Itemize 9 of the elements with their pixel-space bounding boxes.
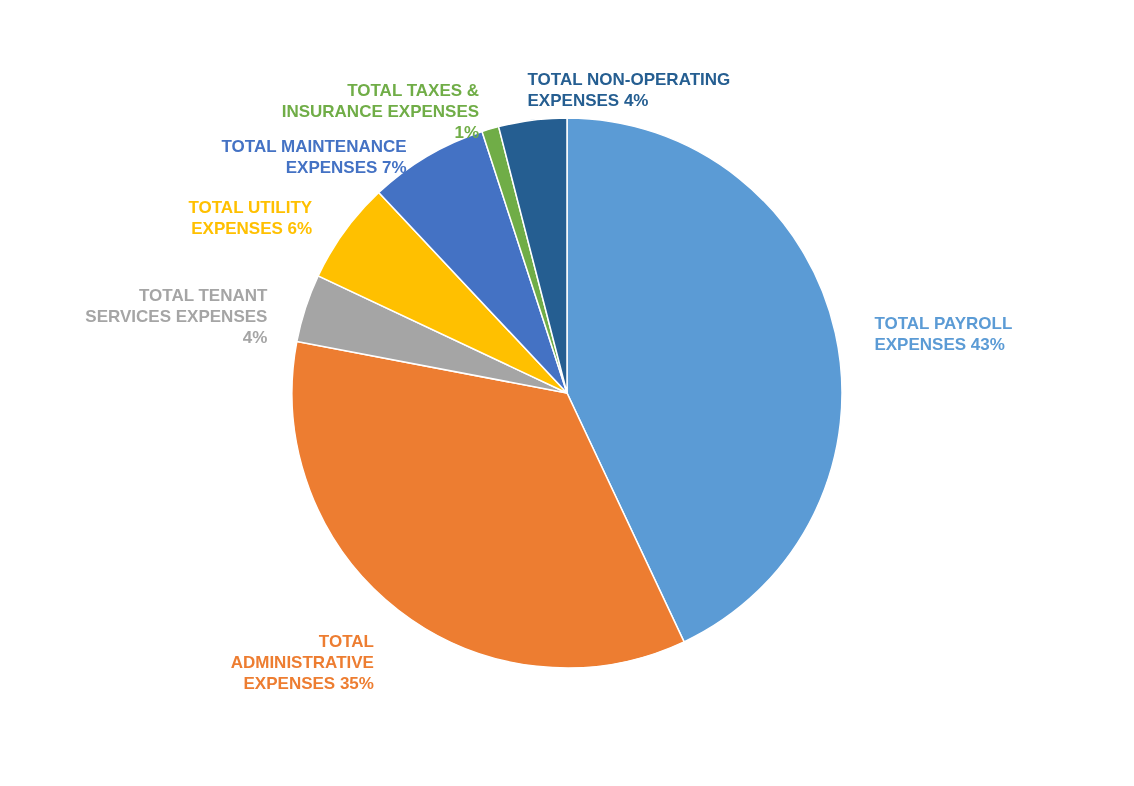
slice-label: TOTAL PAYROLL EXPENSES 43% — [874, 314, 1013, 355]
slice-label: TOTAL TAXES & INSURANCE EXPENSES — [281, 80, 480, 121]
data-label: 1% — [454, 122, 480, 142]
slice-label: TOTAL MAINTENANCE EXPENSES 7% — [221, 137, 407, 178]
slice-label: TOTAL UTILITY EXPENSES 6% — [188, 197, 313, 238]
slice-label: TOTAL NON-OPERATING EXPENSES 4% — [527, 70, 731, 111]
data-label: 4% — [242, 327, 268, 347]
slice-label: TOTAL ADMINISTRATIVE EXPENSES 35% — [230, 631, 374, 693]
slice-label: TOTAL TENANT SERVICES EXPENSES — [85, 285, 269, 326]
